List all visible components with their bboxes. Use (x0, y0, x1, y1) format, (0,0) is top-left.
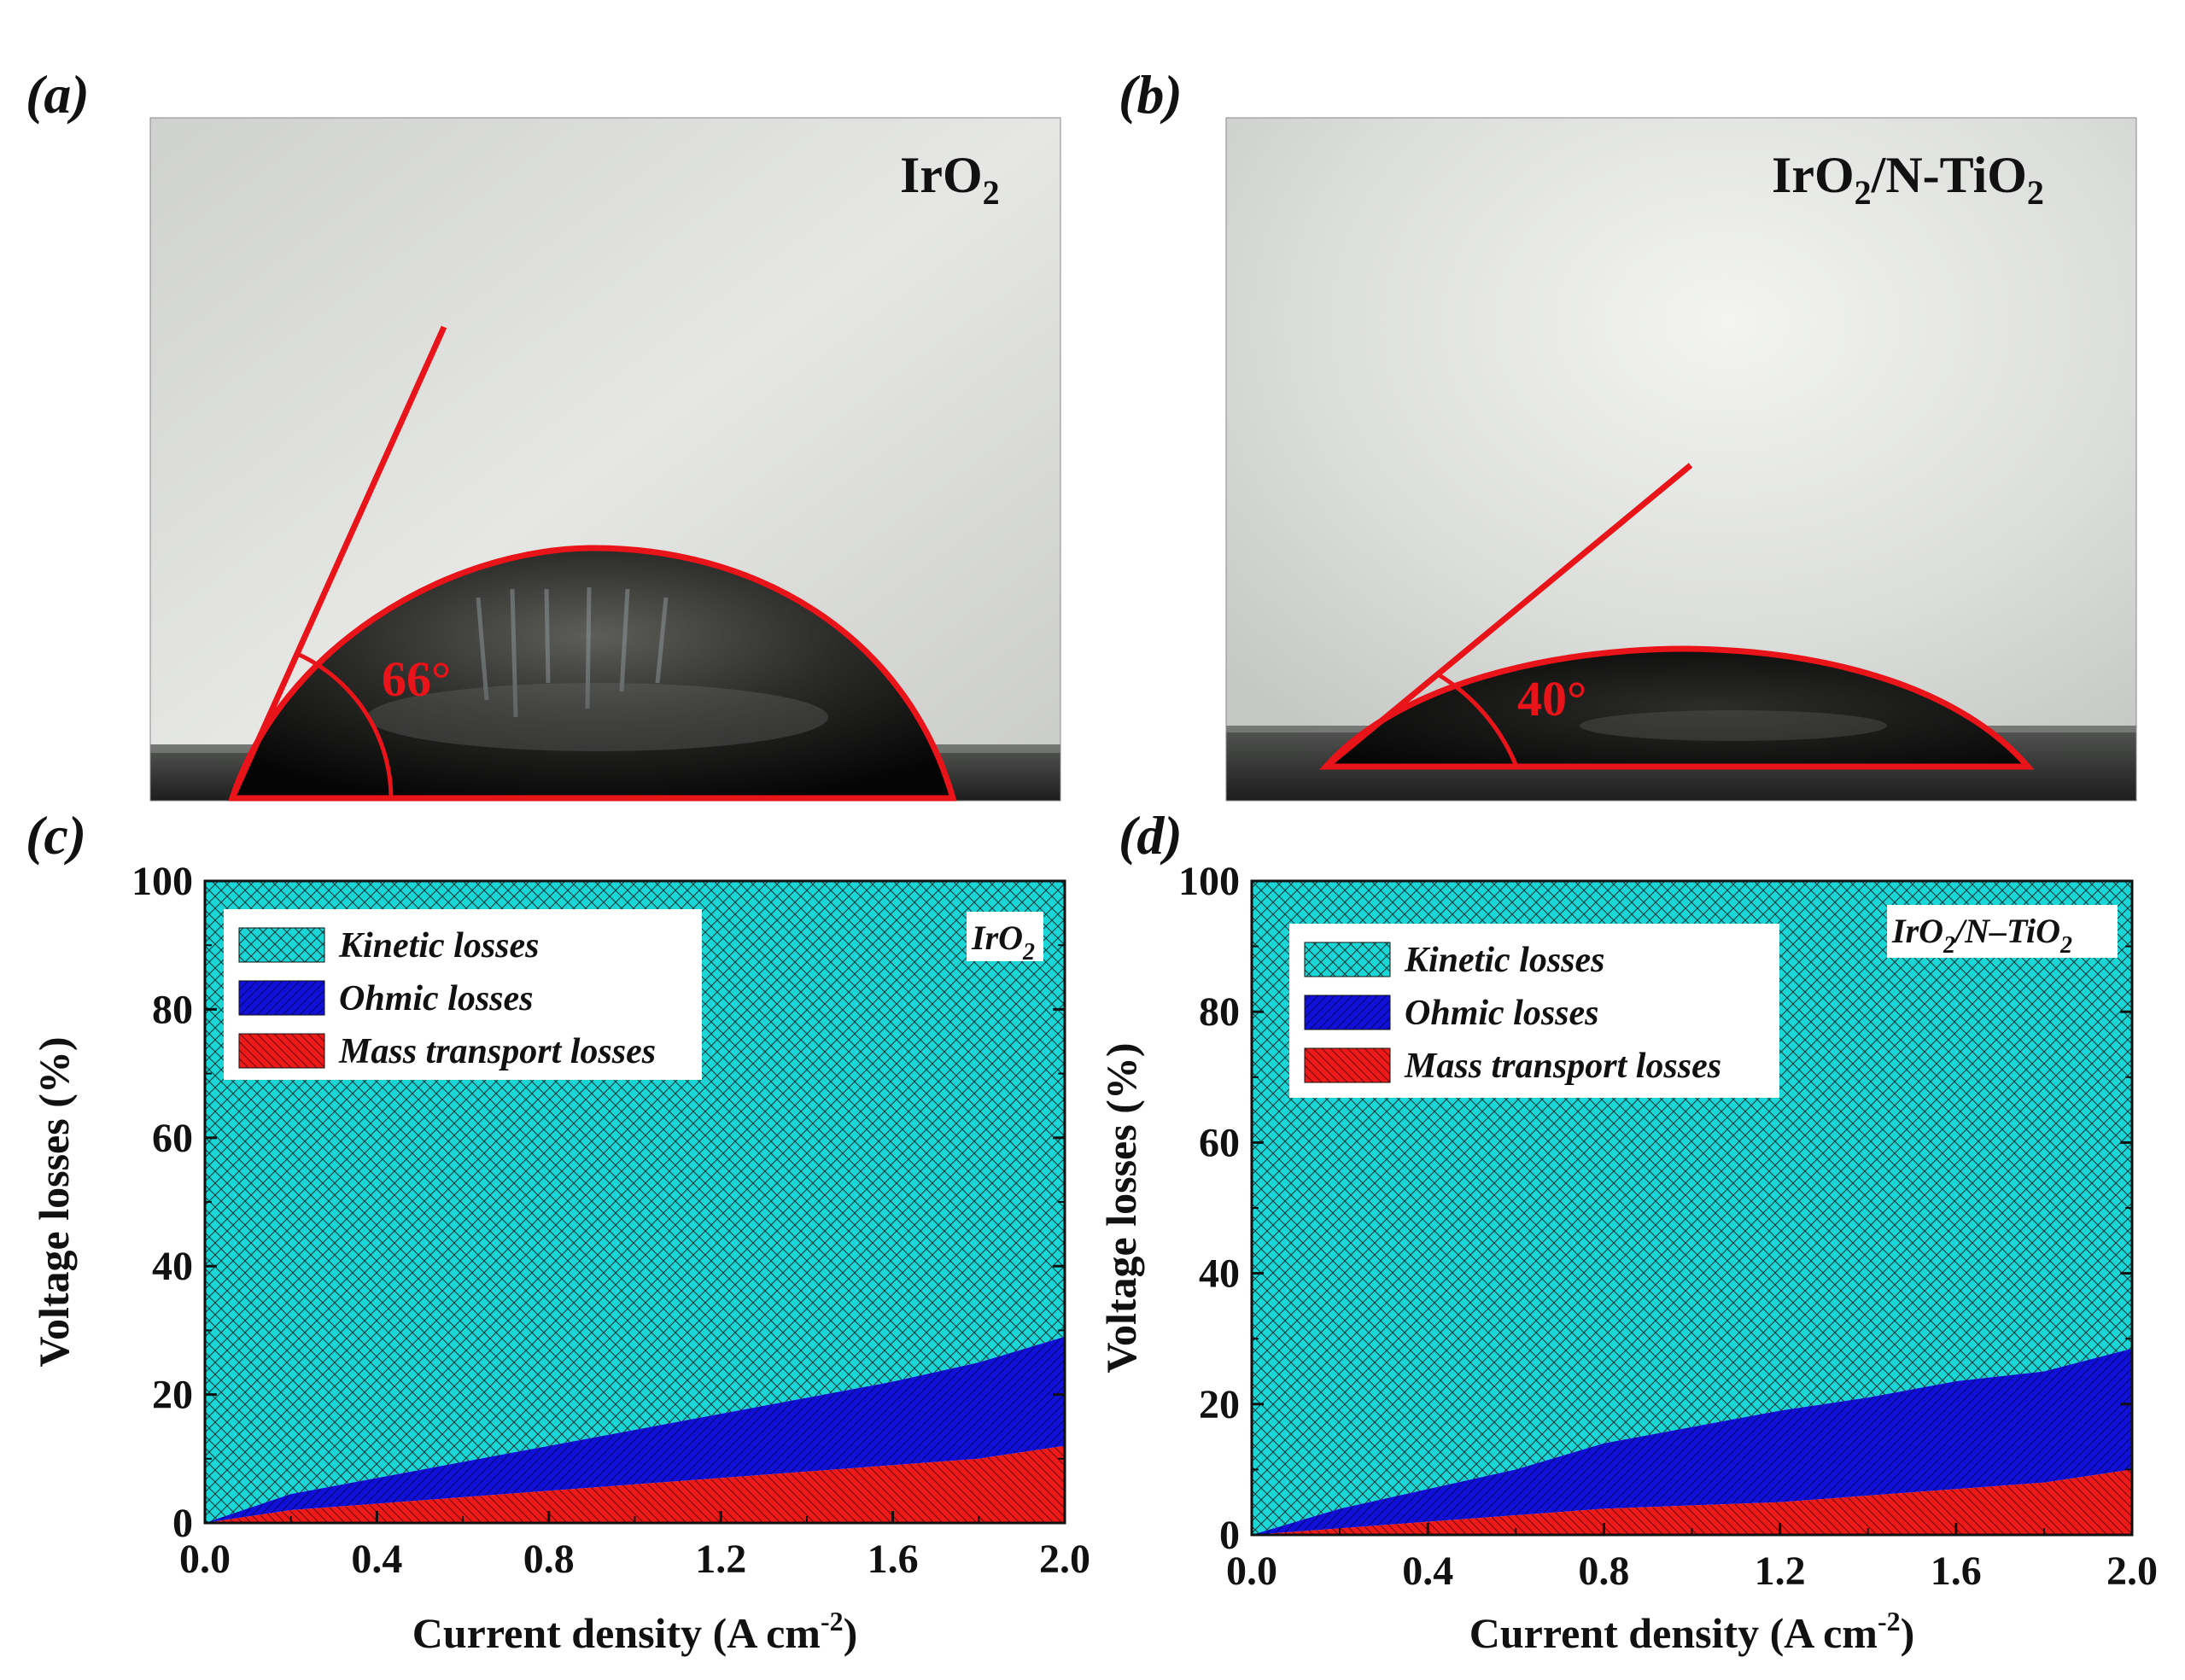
photo-a-title: IrO2 (900, 147, 1000, 212)
contact-angle-annotation-b (1319, 463, 2035, 770)
x-tick-label: 0.4 (351, 1537, 402, 1582)
legend-mass-transport-swatch (1304, 1047, 1391, 1083)
droplet-reflection-a (476, 586, 669, 718)
inset-label: IrO2/N–TiO2 (1891, 912, 2072, 959)
y-tick-label: 60 (152, 1116, 193, 1161)
legend-mass-transport: Mass transport losses (1304, 1047, 1721, 1086)
panel-a-label: (a) (26, 64, 90, 125)
x-axis-label: Current density (A cm-2) (412, 1606, 858, 1657)
legend-kinetic-label: Kinetic losses (1404, 941, 1605, 980)
axes-c: 0.0 0.4 0.8 1.2 1.6 2.0 0 20 40 60 80 100 (131, 859, 1090, 1582)
panel-c: (c) 0.0 0.4 0.8 1.2 1.6 2.0 0 20 40 60 80 100 Curren… (26, 805, 1090, 1657)
panel-b: (b) 40° IrO2/N-TiO2 (1119, 64, 2137, 802)
ohmic-area-c (205, 1336, 1065, 1523)
y-tick-label: 80 (1199, 989, 1240, 1035)
x-tick-label: 0.8 (1578, 1549, 1629, 1594)
chart-c: 0.0 0.4 0.8 1.2 1.6 2.0 0 20 40 60 80 100 Current de… (30, 859, 1090, 1657)
legend-ohmic: Ohmic losses (1304, 994, 1599, 1033)
y-tick-label: 20 (152, 1373, 193, 1418)
legend-mass-transport-swatch (238, 1033, 325, 1069)
droplet-a (232, 547, 953, 798)
photo-b (1226, 118, 2136, 801)
axes-d: 0.0 0.4 0.8 1.2 1.6 2.0 0 20 40 60 80 100 (1178, 859, 2158, 1594)
y-axis-label: Voltage losses (%) (1097, 1042, 1145, 1373)
mass-transport-area-d (1252, 1469, 2132, 1535)
panel-c-label: (c) (26, 805, 86, 866)
x-tick-label: 2.0 (1039, 1537, 1090, 1582)
x-tick-label: 1.6 (1931, 1549, 1982, 1594)
legend-c: Kinetic losses Ohmic losses Mass transport… (224, 909, 702, 1080)
legend-ohmic-swatch (1304, 995, 1391, 1030)
legend-kinetic-swatch (1304, 942, 1391, 977)
angle-label-b: 40° (1517, 671, 1586, 726)
panel-b-label: (b) (1119, 64, 1183, 125)
ohmic-area-d (1252, 1348, 2132, 1535)
x-tick-label: 2.0 (2106, 1549, 2158, 1594)
chart-d: 0.0 0.4 0.8 1.2 1.6 2.0 0 20 40 60 80 100 Current de… (1097, 859, 2158, 1657)
legend-kinetic-swatch (238, 927, 325, 963)
y-axis-label: Voltage losses (%) (30, 1036, 78, 1367)
y-tick-label: 0 (1219, 1513, 1240, 1558)
mass-transport-area-c (205, 1445, 1065, 1523)
legend-mass-transport-label: Mass transport losses (1404, 1047, 1721, 1086)
legend-d: Kinetic losses Ohmic losses Mass transport… (1289, 924, 1779, 1098)
panel-a: (a) 66° IrO2 (26, 64, 1061, 802)
legend-mass-transport-label: Mass transport losses (338, 1032, 656, 1071)
legend-kinetic-label: Kinetic losses (338, 926, 540, 965)
x-tick-label: 1.2 (1755, 1549, 1806, 1594)
photo-a (150, 118, 1060, 801)
inset-label-box (1887, 905, 2118, 958)
panel-d: (d) 0.0 0.4 0.8 1.2 1.6 2.0 0 20 40 60 80 100 Curren… (1097, 805, 2158, 1657)
x-tick-label: 0.0 (179, 1537, 231, 1582)
y-tick-label: 100 (131, 859, 193, 904)
x-tick-label: 0.4 (1402, 1549, 1453, 1594)
legend-ohmic-swatch (238, 980, 325, 1016)
x-tick-label: 0.8 (523, 1537, 575, 1582)
photo-b-title: IrO2/N-TiO2 (1772, 147, 2044, 212)
legend-kinetic: Kinetic losses (238, 926, 540, 965)
x-tick-label: 1.2 (695, 1537, 746, 1582)
y-tick-label: 40 (1199, 1251, 1240, 1297)
inset-label-box (967, 912, 1043, 961)
y-tick-label: 80 (152, 987, 193, 1032)
x-tick-label: 1.6 (868, 1537, 919, 1582)
y-tick-label: 40 (152, 1244, 193, 1289)
panel-d-label: (d) (1119, 805, 1183, 866)
x-tick-label: 0.0 (1226, 1549, 1277, 1594)
legend-ohmic: Ohmic losses (238, 979, 534, 1018)
legend-kinetic: Kinetic losses (1304, 941, 1605, 980)
x-axis-label: Current density (A cm-2) (1469, 1606, 1915, 1657)
contact-angle-annotation-a (228, 325, 957, 802)
y-tick-label: 20 (1199, 1382, 1240, 1427)
y-tick-label: 60 (1199, 1120, 1240, 1165)
angle-label-a: 66° (382, 651, 451, 707)
y-tick-label: 0 (172, 1501, 193, 1546)
legend-ohmic-label: Ohmic losses (339, 979, 534, 1018)
y-tick-label: 100 (1178, 859, 1240, 904)
inset-label: IrO2 (971, 919, 1035, 965)
legend-ohmic-label: Ohmic losses (1405, 994, 1599, 1033)
legend-mass-transport: Mass transport losses (238, 1032, 656, 1071)
